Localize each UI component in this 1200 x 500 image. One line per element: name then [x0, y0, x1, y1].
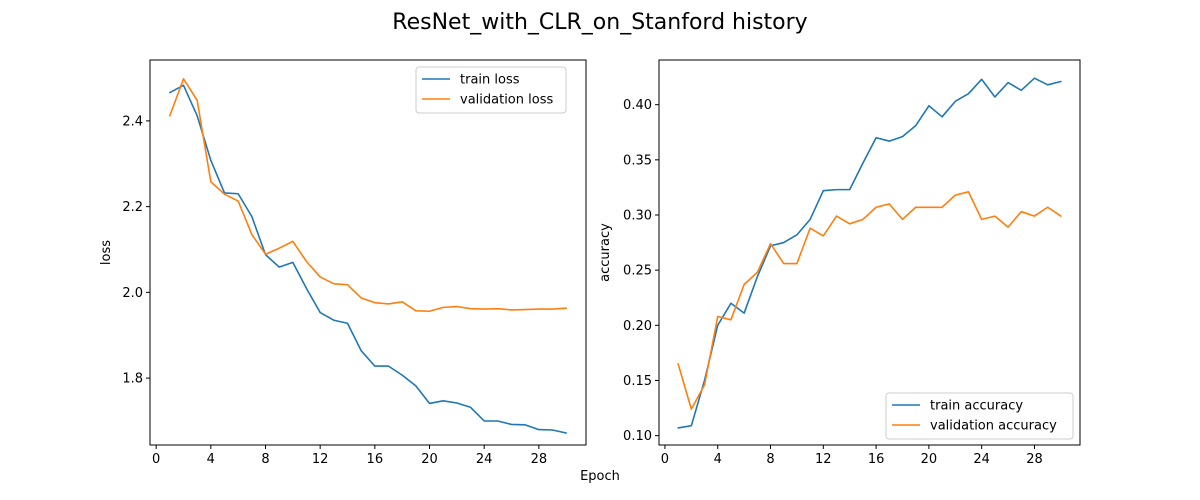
loss-x-tick-label: 20 — [421, 452, 438, 467]
accuracy-legend-label: train accuracy — [930, 399, 1023, 414]
loss-x-tick-label: 0 — [152, 452, 160, 467]
loss-x-tick-label: 4 — [207, 452, 215, 467]
loss-series-validation-line — [169, 78, 567, 313]
loss-plot-frame — [149, 59, 587, 446]
accuracy-x-tick-label: 8 — [766, 452, 774, 467]
accuracy-legend-box — [885, 392, 1074, 440]
figure-xlabel: Epoch — [580, 469, 620, 484]
accuracy-y-axis-label: accuracy — [598, 223, 613, 282]
loss-legend-box — [415, 66, 567, 114]
accuracy-series-validation-line — [677, 191, 1062, 410]
accuracy-legend: train accuracy validation accuracy — [885, 392, 1074, 440]
accuracy-y-tick-label: 0.30 — [623, 208, 652, 223]
loss-x-tick-label: 24 — [476, 452, 493, 467]
loss-x-tick-label: 12 — [312, 452, 329, 467]
loss-series-train-line — [169, 84, 567, 434]
accuracy-y-tick-label: 0.40 — [623, 98, 652, 113]
loss-legend: train loss validation loss — [415, 66, 567, 114]
accuracy-panel: 0 4 8 12 16 20 24 28 0.10 0.15 0.20 0.25 0.30 0.35 0.4… — [598, 59, 1081, 467]
loss-y-tick-label: 2.2 — [122, 200, 143, 215]
accuracy-y-tick-label: 0.35 — [623, 153, 652, 168]
accuracy-x-tick-label: 24 — [973, 452, 990, 467]
accuracy-x-tick-label: 4 — [714, 452, 722, 467]
accuracy-y-tick-label: 0.25 — [623, 264, 652, 279]
loss-x-tick-label: 8 — [261, 452, 269, 467]
loss-y-tick-label: 2.0 — [122, 286, 143, 301]
accuracy-y-tick-label: 0.15 — [623, 374, 652, 389]
accuracy-y-tick-label: 0.10 — [623, 429, 652, 444]
accuracy-x-tick-label: 12 — [815, 452, 832, 467]
loss-x-tick-label: 16 — [367, 452, 384, 467]
accuracy-x-tick-label: 20 — [921, 452, 938, 467]
loss-panel: 0 4 8 12 16 20 24 28 1.8 2.0 2.2 2.4 loss train loss v… — [99, 59, 587, 467]
accuracy-legend-label: validation accuracy — [930, 419, 1057, 434]
loss-x-tick-label: 28 — [531, 452, 548, 467]
accuracy-series-train-line — [677, 77, 1062, 429]
accuracy-y-tick-label: 0.20 — [623, 319, 652, 334]
accuracy-plot-frame — [658, 59, 1081, 446]
figure-title: ResNet_with_CLR_on_Stanford history — [392, 10, 807, 35]
loss-legend-label: validation loss — [460, 93, 553, 108]
loss-y-axis-label: loss — [99, 240, 114, 265]
accuracy-x-tick-label: 28 — [1026, 452, 1043, 467]
loss-y-tick-label: 1.8 — [122, 372, 143, 387]
accuracy-x-tick-label: 0 — [661, 452, 669, 467]
loss-legend-label: train loss — [460, 73, 520, 88]
loss-y-tick-label: 2.4 — [122, 114, 143, 129]
accuracy-x-tick-label: 16 — [868, 452, 885, 467]
